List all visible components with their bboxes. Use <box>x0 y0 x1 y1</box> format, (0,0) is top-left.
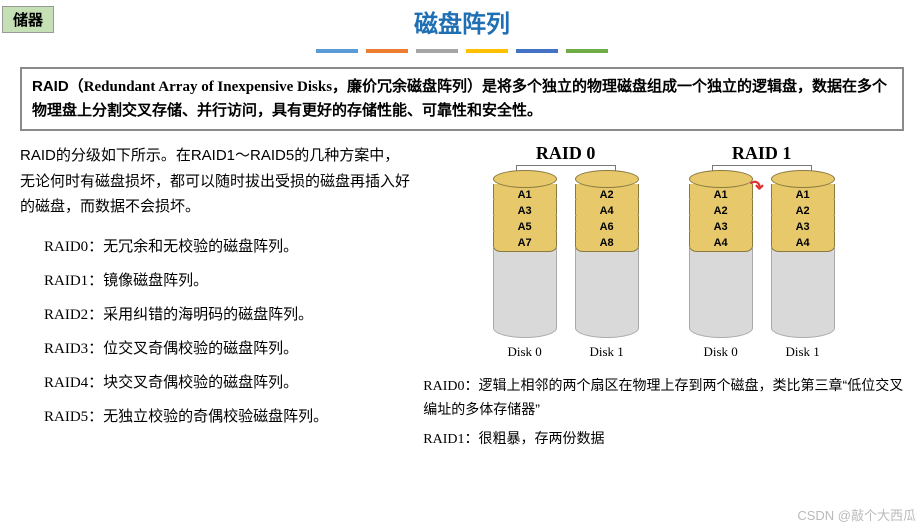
disk-column: A1 A2 A3 A4 Disk 1 <box>771 170 835 360</box>
level-name: RAID3： <box>44 341 103 357</box>
disk-body-icon <box>689 248 753 338</box>
watermark: CSDN @敲个大西瓜 <box>797 505 916 524</box>
list-item: RAID2：采用纠错的海明码的磁盘阵列。 <box>20 298 413 332</box>
raid-notes: RAID0：逻辑上相邻的两个扇区在物理上存到两个磁盘，类比第三章“低位交叉编址的… <box>423 374 904 451</box>
raid1-diagram: RAID 1 ↷ A1 A2 A3 A4 Disk 0 <box>689 143 835 360</box>
disk-top-icon <box>493 170 557 188</box>
disk-body-icon <box>493 248 557 338</box>
level-name: RAID5： <box>44 409 103 425</box>
level-desc: 位交叉奇偶校验的磁盘阵列。 <box>103 340 298 357</box>
accent-bar <box>516 49 558 53</box>
accent-bar <box>366 49 408 53</box>
disk-slot: A4 <box>689 232 753 252</box>
accent-bar <box>466 49 508 53</box>
disk-label: Disk 0 <box>703 344 737 360</box>
disk-label: Disk 1 <box>785 344 819 360</box>
disk-body-icon <box>575 248 639 338</box>
disk-body-icon <box>771 248 835 338</box>
list-item: RAID0：无冗余和无校验的磁盘阵列。 <box>20 230 413 264</box>
raid0-title: RAID 0 <box>493 143 639 164</box>
level-name: RAID0： <box>44 239 103 255</box>
note-text: 逻辑上相邻的两个扇区在物理上存到两个磁盘，类比第三章“低位交叉编址的多体存储器” <box>423 377 903 417</box>
disk-slot: A4 <box>771 232 835 252</box>
definition-eng: Redundant Array of Inexpensive Disks <box>84 79 332 95</box>
note-name: RAID0： <box>423 379 478 394</box>
definition-box: RAID（Redundant Array of Inexpensive Disk… <box>20 67 904 131</box>
raid0-diagram: RAID 0 A1 A3 A5 A7 Disk 0 <box>493 143 639 360</box>
raid-levels-list: RAID0：无冗余和无校验的磁盘阵列。 RAID1：镜像磁盘阵列。 RAID2：… <box>20 230 413 434</box>
accent-bar <box>416 49 458 53</box>
disk-column: A2 A4 A6 A8 Disk 1 <box>575 170 639 360</box>
note-text: 很粗暴，存两份数据 <box>479 430 605 446</box>
level-desc: 无冗余和无校验的磁盘阵列。 <box>103 238 298 255</box>
page-title: 磁盘阵列 <box>0 4 924 39</box>
level-desc: 镜像磁盘阵列。 <box>103 272 208 289</box>
note-name: RAID1： <box>423 432 478 447</box>
list-item: RAID4：块交叉奇偶校验的磁盘阵列。 <box>20 366 413 400</box>
level-name: RAID4： <box>44 375 103 391</box>
level-desc: 块交叉奇偶校验的磁盘阵列。 <box>103 374 298 391</box>
intro-text: RAID的分级如下所示。在RAID1～RAID5的几种方案中，无论何时有磁盘损坏… <box>20 143 413 220</box>
corner-tag: 储器 <box>2 6 54 33</box>
disk-top-icon <box>575 170 639 188</box>
level-name: RAID2： <box>44 307 103 323</box>
disk-slot: A8 <box>575 232 639 252</box>
disk-label: Disk 1 <box>589 344 623 360</box>
accent-bar <box>566 49 608 53</box>
level-name: RAID1： <box>44 273 103 289</box>
list-item: RAID5：无独立校验的奇偶校验磁盘阵列。 <box>20 400 413 434</box>
definition-pre: RAID（ <box>32 78 84 95</box>
disk-label: Disk 0 <box>507 344 541 360</box>
list-item: RAID3：位交叉奇偶校验的磁盘阵列。 <box>20 332 413 366</box>
disk-column: A1 A3 A5 A7 Disk 0 <box>493 170 557 360</box>
accent-bar <box>316 49 358 53</box>
list-item: RAID1：镜像磁盘阵列。 <box>20 264 413 298</box>
disk-top-icon <box>771 170 835 188</box>
level-desc: 无独立校验的奇偶校验磁盘阵列。 <box>103 408 328 425</box>
disk-column: A1 A2 A3 A4 Disk 0 <box>689 170 753 360</box>
disk-top-icon <box>689 170 753 188</box>
level-desc: 采用纠错的海明码的磁盘阵列。 <box>103 306 313 323</box>
raid1-title: RAID 1 <box>689 143 835 164</box>
left-column: RAID的分级如下所示。在RAID1～RAID5的几种方案中，无论何时有磁盘损坏… <box>20 143 413 457</box>
accent-bars <box>0 49 924 53</box>
right-column: RAID 0 A1 A3 A5 A7 Disk 0 <box>423 143 904 457</box>
disk-slot: A7 <box>493 232 557 252</box>
